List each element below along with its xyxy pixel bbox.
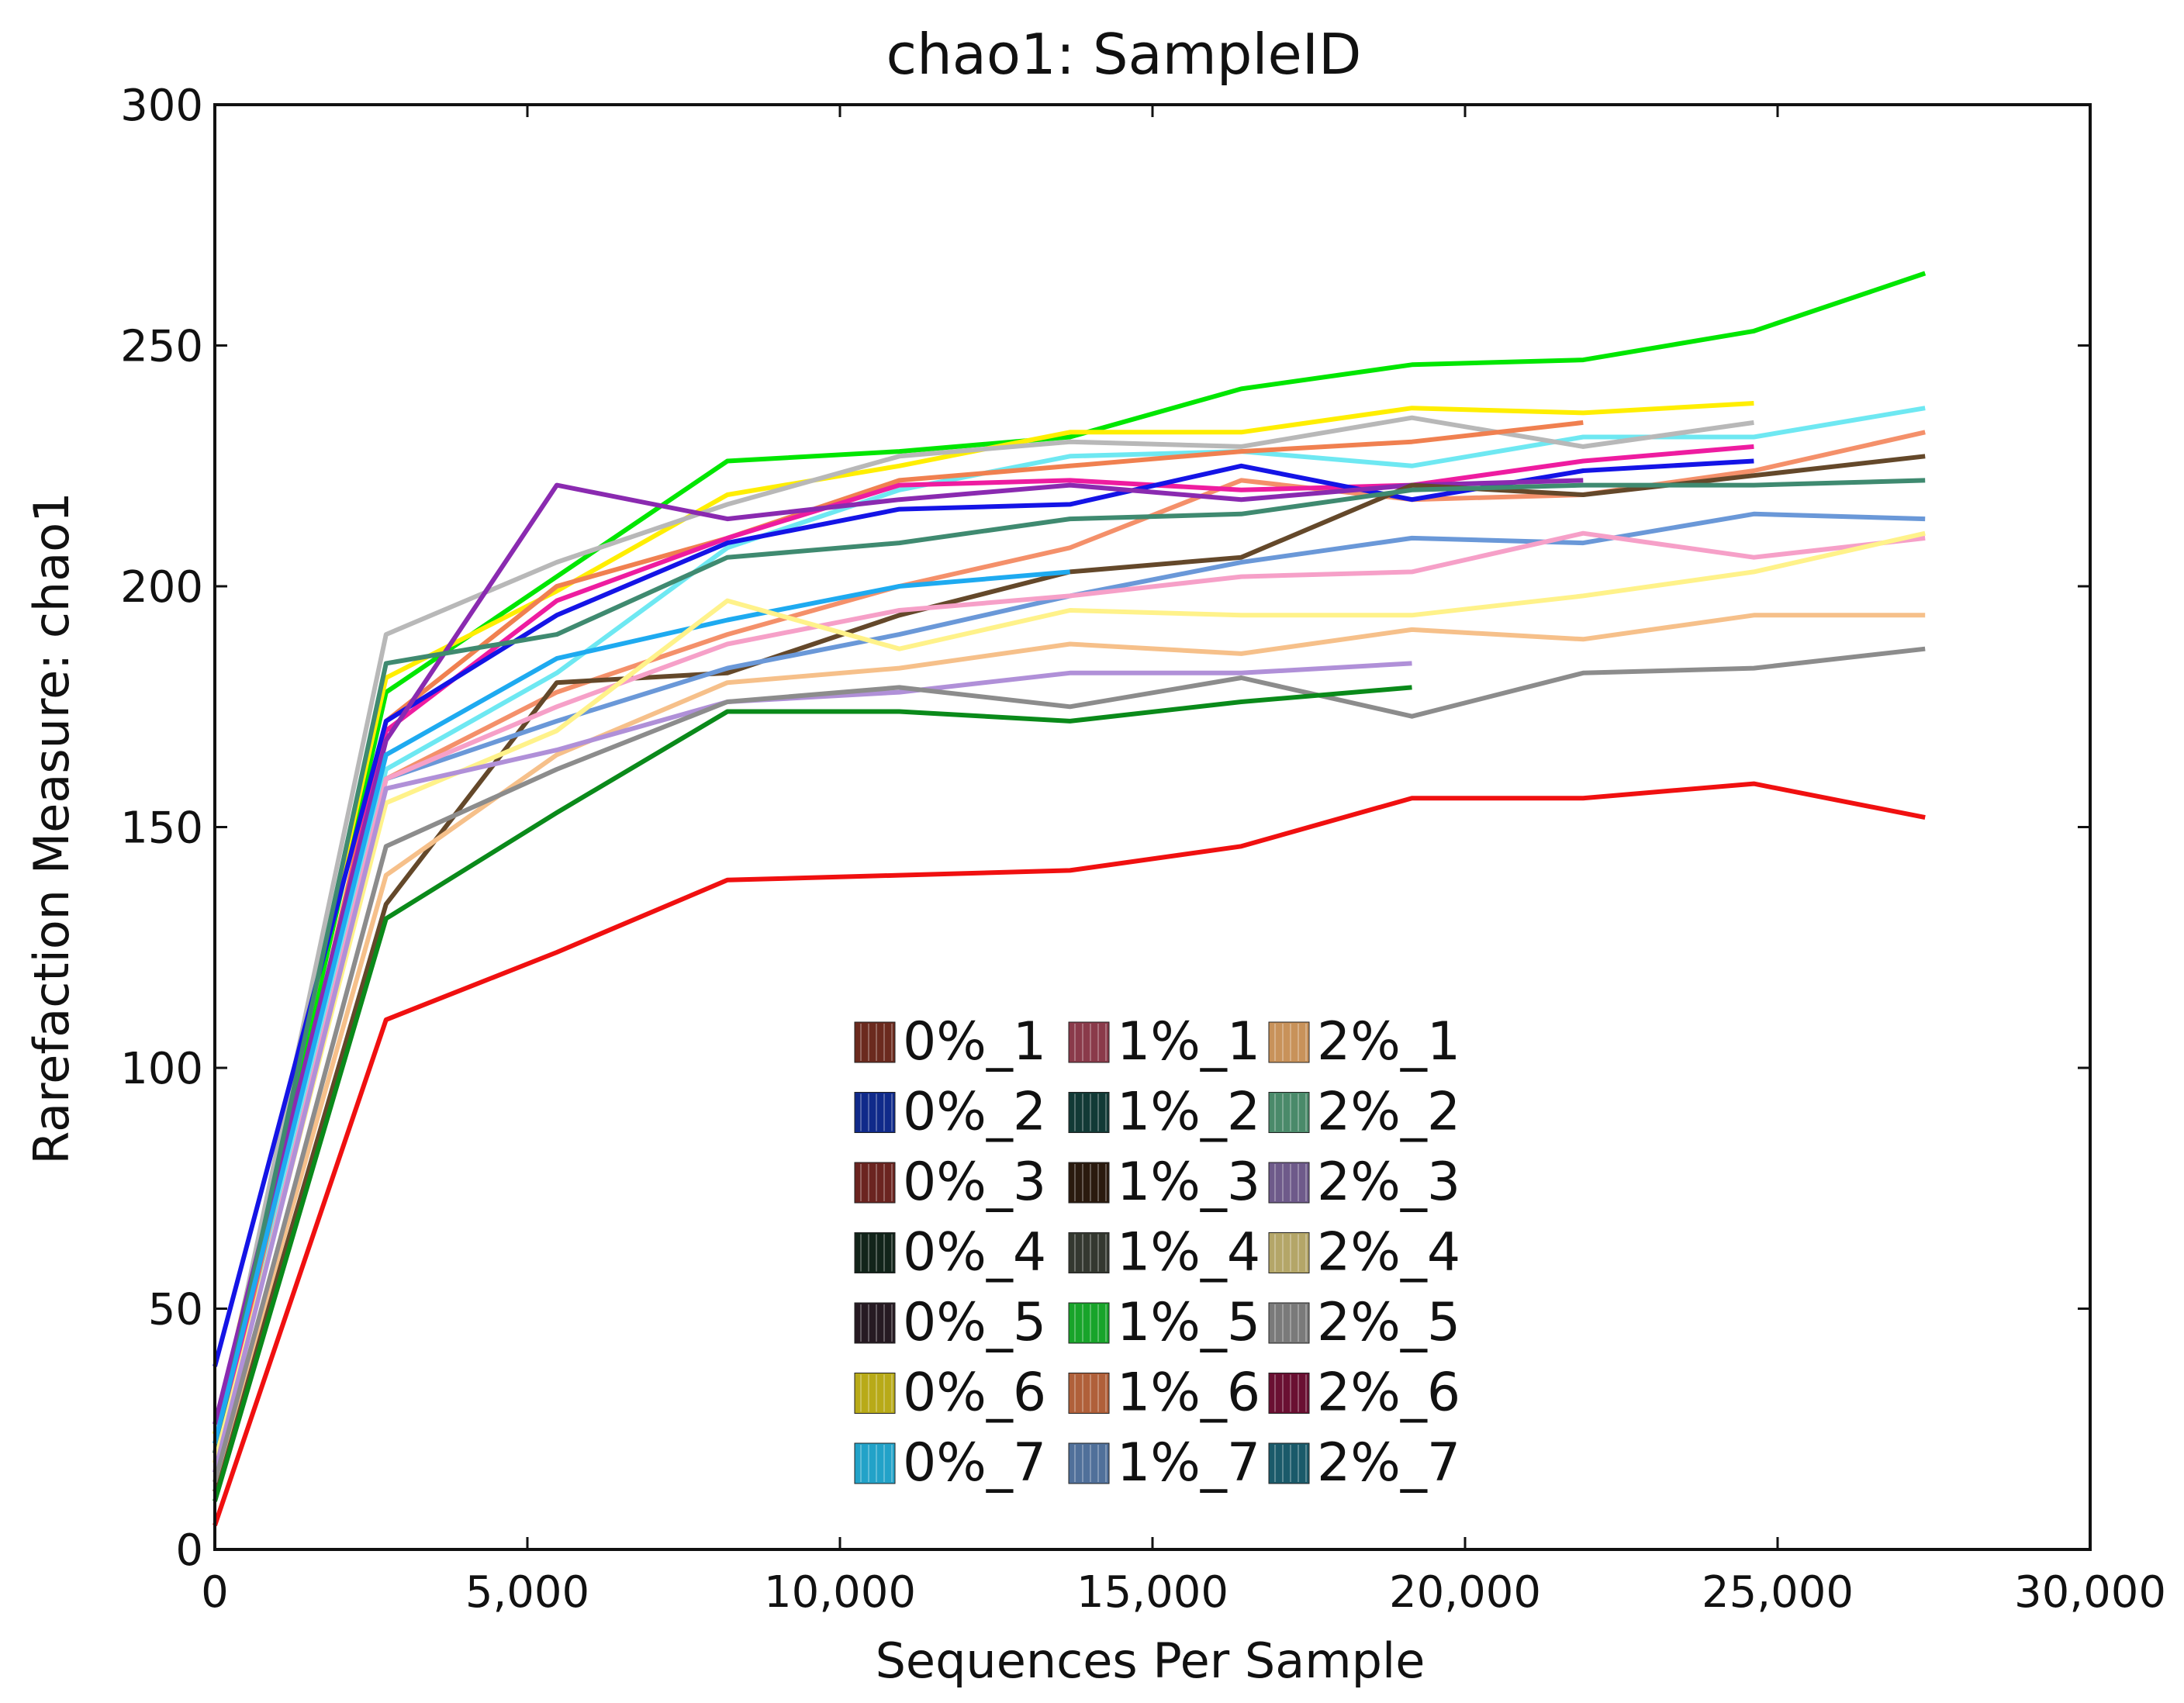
x-tick-label: 25,000 — [1702, 1567, 1854, 1618]
legend-swatch — [854, 1302, 896, 1344]
y-tick-label: 300 — [120, 81, 203, 131]
legend-label: 0%_1 — [903, 1011, 1046, 1073]
legend-swatch — [1068, 1162, 1110, 1204]
y-tick-label: 50 — [148, 1285, 203, 1335]
legend-label: 1%_4 — [1117, 1222, 1260, 1283]
legend-label: 1%_3 — [1117, 1152, 1260, 1213]
x-tick-label: 10,000 — [764, 1567, 916, 1618]
legend-swatch — [1268, 1021, 1310, 1063]
y-tick-label: 0 — [175, 1525, 203, 1576]
x-tick-label: 30,000 — [2014, 1567, 2166, 1618]
x-tick-label: 20,000 — [1389, 1567, 1541, 1618]
series-line-15 — [213, 530, 1926, 1463]
legend-swatch — [1068, 1092, 1110, 1133]
legend-swatch — [1268, 1162, 1310, 1204]
legend-swatch — [1068, 1373, 1110, 1414]
legend-swatch — [1268, 1092, 1310, 1133]
legend-label: 0%_2 — [903, 1082, 1046, 1143]
legend-swatch — [854, 1092, 896, 1133]
legend-label: 0%_5 — [903, 1292, 1046, 1353]
legend-label: 2%_5 — [1317, 1292, 1460, 1353]
legend-swatch — [854, 1442, 896, 1484]
legend-label: 1%_7 — [1117, 1432, 1260, 1494]
legend-swatch — [1068, 1302, 1110, 1344]
legend-swatch — [854, 1232, 896, 1273]
series-line-18 — [213, 646, 1926, 1483]
legend-swatch — [1268, 1373, 1310, 1414]
legend-label: 2%_4 — [1317, 1222, 1460, 1283]
legend-swatch — [854, 1162, 896, 1204]
x-axis-ticks: 0 5,000 10,000 15,000 20,000 25,000 30,000 — [201, 105, 2166, 1618]
legend-swatch — [1068, 1232, 1110, 1273]
x-tick-label: 0 — [201, 1567, 229, 1618]
series-line-17 — [213, 661, 1412, 1473]
x-axis-label: Sequences Per Sample — [876, 1632, 1425, 1689]
series-line-20 — [213, 781, 1926, 1526]
series-line-8 — [213, 458, 1754, 1367]
legend-label: 1%_1 — [1117, 1011, 1260, 1073]
y-tick-label: 250 — [120, 322, 203, 372]
y-tick-label: 200 — [120, 562, 203, 613]
legend-label: 1%_5 — [1117, 1292, 1260, 1353]
legend-label: 1%_6 — [1117, 1363, 1260, 1424]
legend-label: 2%_6 — [1317, 1363, 1460, 1424]
y-axis-label: Rarefaction Measure: chao1 — [23, 492, 80, 1164]
legend-swatch — [1068, 1442, 1110, 1484]
series-line-11 — [213, 478, 1926, 1454]
legend-swatch — [1268, 1232, 1310, 1273]
series-line-14 — [213, 530, 1926, 1473]
legend-label: 2%_7 — [1317, 1432, 1460, 1494]
series-line-5 — [213, 420, 1584, 1463]
plot-lines — [213, 271, 1927, 1526]
legend-swatch — [1068, 1021, 1110, 1063]
legend-swatch — [1268, 1442, 1310, 1484]
legend-swatch — [854, 1021, 896, 1063]
legend-label: 0%_6 — [903, 1363, 1046, 1424]
y-tick-label: 100 — [120, 1044, 203, 1094]
series-line-13 — [213, 569, 1070, 1445]
chart-title: chao1: SampleID — [886, 22, 1362, 87]
legend-swatch — [1268, 1302, 1310, 1344]
legend-label: 2%_2 — [1317, 1082, 1460, 1143]
legend-label: 2%_1 — [1317, 1011, 1460, 1073]
x-tick-label: 5,000 — [465, 1567, 589, 1618]
x-tick-label: 15,000 — [1076, 1567, 1228, 1618]
legend-label: 1%_2 — [1117, 1082, 1260, 1143]
series-line-19 — [213, 685, 1412, 1502]
legend-label: 0%_4 — [903, 1222, 1046, 1283]
legend-label: 0%_3 — [903, 1152, 1046, 1213]
series-line-1 — [213, 271, 1927, 1454]
y-tick-label: 150 — [120, 803, 203, 854]
legend-label: 0%_7 — [903, 1432, 1046, 1494]
legend-swatch — [854, 1373, 896, 1414]
legend-label: 2%_3 — [1317, 1152, 1460, 1213]
y-axis-ticks: 0 50 100 150 200 250 300 — [120, 81, 2090, 1576]
legend: 0%_1 0%_2 0%_3 0%_4 0%_5 0%_6 0%_7 1%_1 1%_2 1%_3… — [854, 1011, 1460, 1494]
